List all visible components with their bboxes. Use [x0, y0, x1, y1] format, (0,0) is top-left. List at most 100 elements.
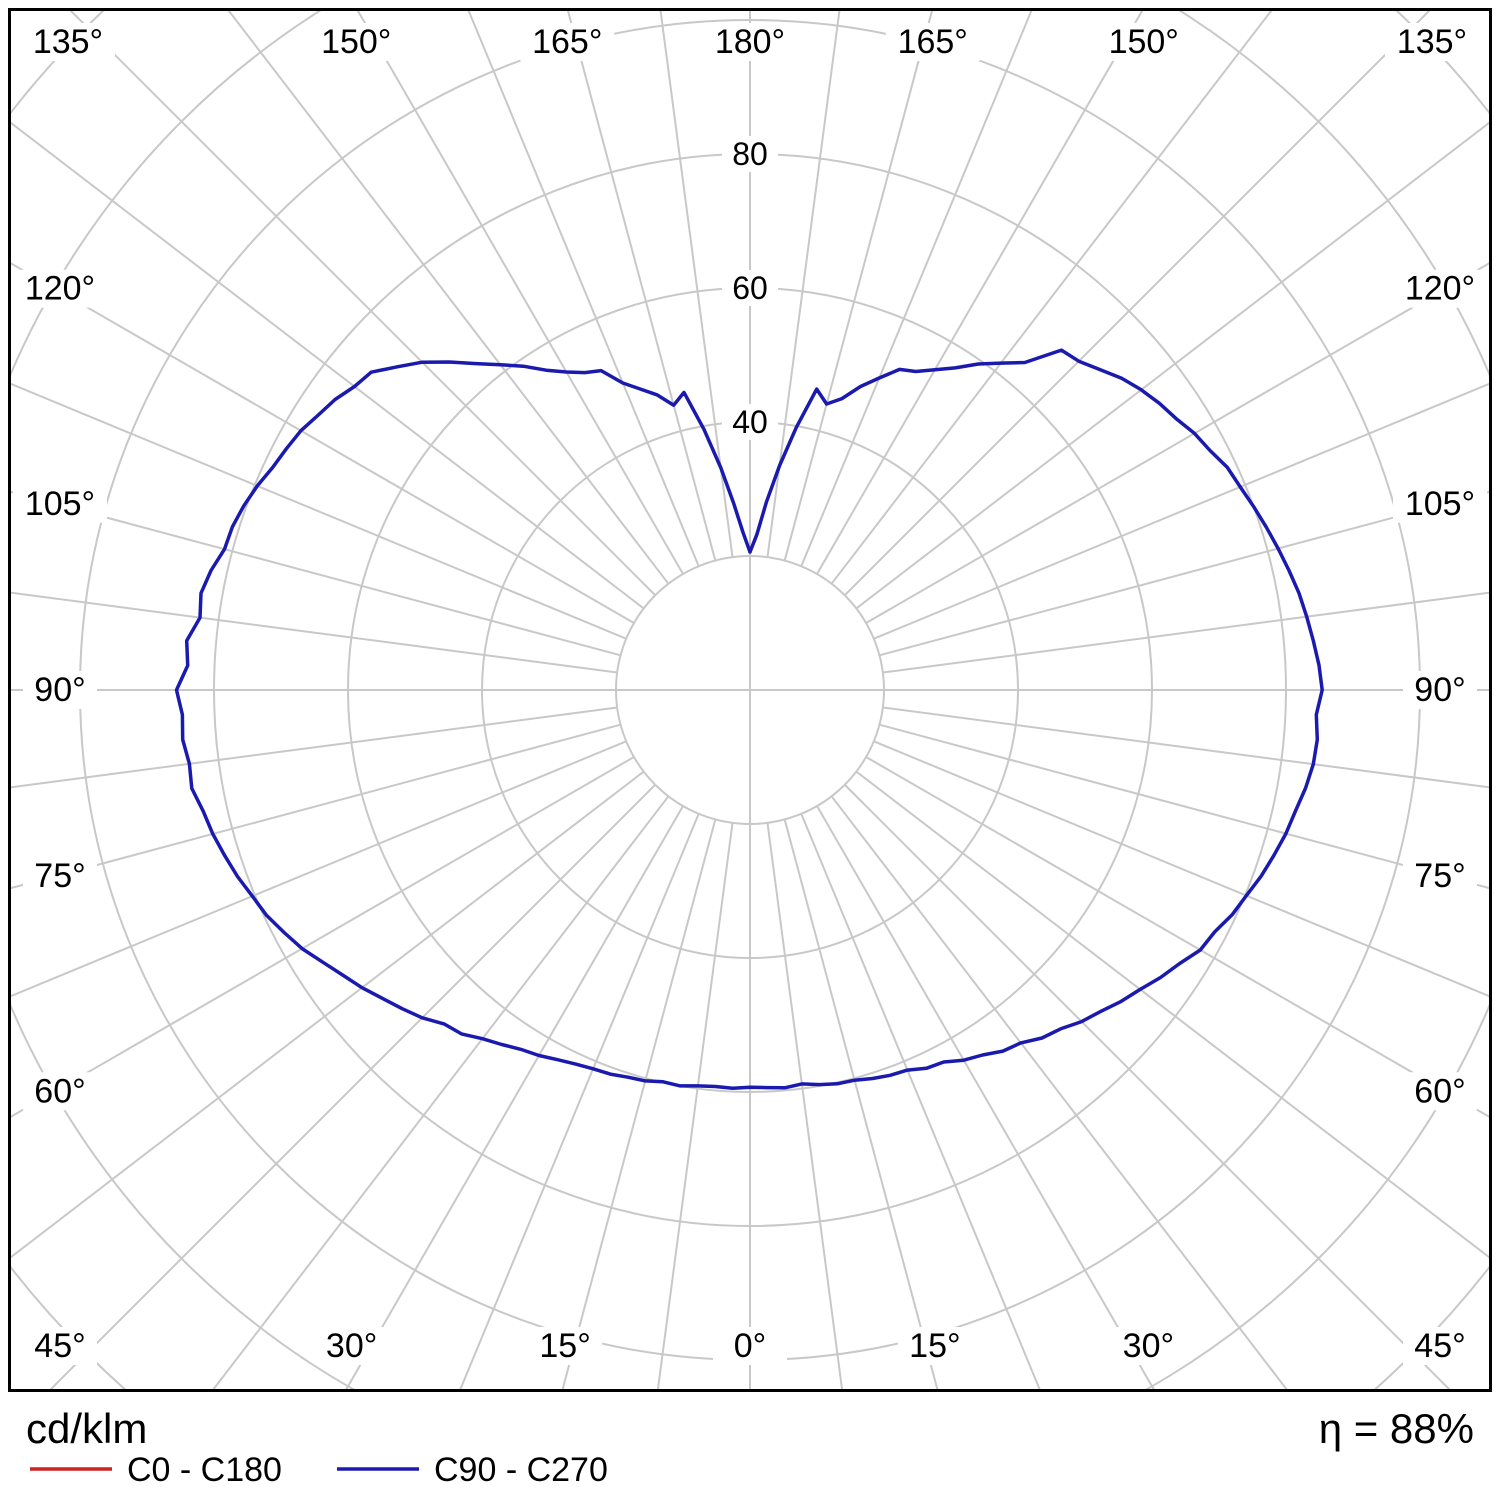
grid-spoke — [830, 795, 1289, 1391]
grid-spoke — [458, 813, 700, 1391]
angle-label: 45° — [34, 1327, 85, 1365]
angle-label: 120° — [1405, 270, 1475, 308]
angle-label: 90° — [1414, 671, 1465, 709]
grid-spoke — [9, 756, 635, 1119]
legend-c0-c180-label: C0 - C180 — [127, 1451, 282, 1489]
angle-label-bg — [23, 857, 97, 896]
grid-spoke — [783, 819, 939, 1391]
angle-label-bg — [1403, 671, 1477, 709]
angle-label-bg — [309, 23, 404, 61]
grid-spoke — [9, 261, 635, 624]
angle-label-bg — [1403, 1072, 1477, 1111]
angle-label: 15° — [539, 1327, 590, 1365]
grid-spoke — [816, 805, 1156, 1391]
angle-label-bg — [897, 1327, 972, 1365]
grid-spoke — [766, 822, 844, 1391]
grid-spoke — [865, 756, 1491, 1119]
angle-label: 150° — [321, 23, 391, 61]
angle-label: 105° — [25, 485, 95, 523]
angle-labels: 0° 15° 15° 30° 30° 45° 45° 60° 60° 75° 75° 90° 90° 10… — [13, 23, 1487, 1365]
angle-label-bg — [23, 1072, 97, 1111]
angle-label-bg — [23, 671, 97, 709]
angle-label: 45° — [1414, 1327, 1465, 1365]
grid-spoke — [68, 9, 656, 596]
grid-spoke — [9, 770, 645, 1260]
grid-spoke — [9, 591, 618, 674]
radial-label-bg — [722, 404, 778, 440]
grid-spoke — [783, 9, 934, 561]
plot-border — [8, 8, 1492, 1392]
radial-label-bg — [722, 136, 778, 172]
angle-label: 135° — [33, 23, 103, 61]
grid-spoke — [882, 591, 1491, 674]
grid-spoke — [873, 740, 1491, 998]
grid-spoke — [566, 9, 717, 561]
angle-label-bg — [1111, 1327, 1186, 1365]
angle-label-bg — [23, 1327, 97, 1365]
grid-spoke — [561, 819, 717, 1391]
legend: C0 - C180 C90 - C270 — [30, 1451, 608, 1489]
angle-label: 180° — [715, 23, 785, 61]
angle-label-bg — [1403, 857, 1477, 896]
grid-spoke — [9, 120, 645, 610]
angle-label-bg — [885, 23, 980, 61]
grid-spoke — [855, 120, 1491, 610]
angle-label-bg — [1403, 1327, 1477, 1365]
angle-label: 75° — [1414, 857, 1465, 895]
angle-label-bg — [1096, 23, 1191, 61]
grid-spoke — [9, 723, 621, 890]
angle-label: 120° — [25, 270, 95, 308]
angle-label-bg — [520, 23, 615, 61]
grid-spoke — [873, 382, 1491, 640]
grid-spoke — [865, 261, 1491, 624]
grid-spoke — [879, 723, 1491, 890]
angle-label: 165° — [898, 23, 968, 61]
radial-label-bg — [722, 270, 778, 306]
angle-label: 30° — [326, 1327, 377, 1365]
radial-tick-label: 40 — [732, 404, 768, 440]
grid-spoke — [656, 822, 734, 1391]
grid-spoke — [882, 706, 1491, 789]
efficiency-label: η = 88% — [1319, 1405, 1474, 1452]
intensity-curves — [174, 348, 1324, 1091]
angle-label: 90° — [34, 671, 85, 709]
radial-tick-label: 60 — [732, 270, 768, 306]
angle-label: 150° — [1109, 23, 1179, 61]
angle-label-bg — [13, 484, 107, 523]
radial-tick-label: 80 — [732, 136, 768, 172]
grid-spoke — [855, 770, 1491, 1260]
grid-spoke — [800, 813, 1042, 1391]
angle-label: 30° — [1123, 1327, 1174, 1365]
grid-spoke — [226, 9, 670, 585]
grid-spoke — [9, 706, 618, 789]
angle-label-bg — [713, 1327, 787, 1365]
grid-spoke — [830, 9, 1274, 585]
angle-label-bg — [1393, 484, 1487, 523]
angle-label: 60° — [1414, 1072, 1465, 1110]
grid-spoke — [9, 740, 627, 998]
grid-spoke — [816, 9, 1145, 575]
grid-spoke — [344, 805, 684, 1391]
angle-label-bg — [703, 23, 797, 61]
grid-spoke — [48, 784, 656, 1391]
grid-spoke — [844, 784, 1452, 1391]
angle-label: 105° — [1405, 485, 1475, 523]
angle-label: 165° — [532, 23, 602, 61]
angle-label: 15° — [909, 1327, 960, 1365]
angle-label: 60° — [34, 1072, 85, 1110]
grid-spoke — [355, 9, 684, 575]
angle-label-bg — [314, 1327, 389, 1365]
angle-label-bg — [1393, 269, 1487, 308]
angle-label: 0° — [734, 1327, 767, 1365]
legend-c90-c270-label: C90 - C270 — [434, 1451, 608, 1489]
grid-spoke — [211, 795, 670, 1391]
angle-label-bg — [528, 1327, 603, 1365]
units-label: cd/klm — [26, 1405, 147, 1452]
angle-label: 135° — [1397, 23, 1467, 61]
grid-spoke — [800, 9, 1033, 567]
grid-spoke — [467, 9, 700, 567]
curve-c90-c270 — [174, 348, 1324, 1091]
angle-label-bg — [13, 269, 107, 308]
